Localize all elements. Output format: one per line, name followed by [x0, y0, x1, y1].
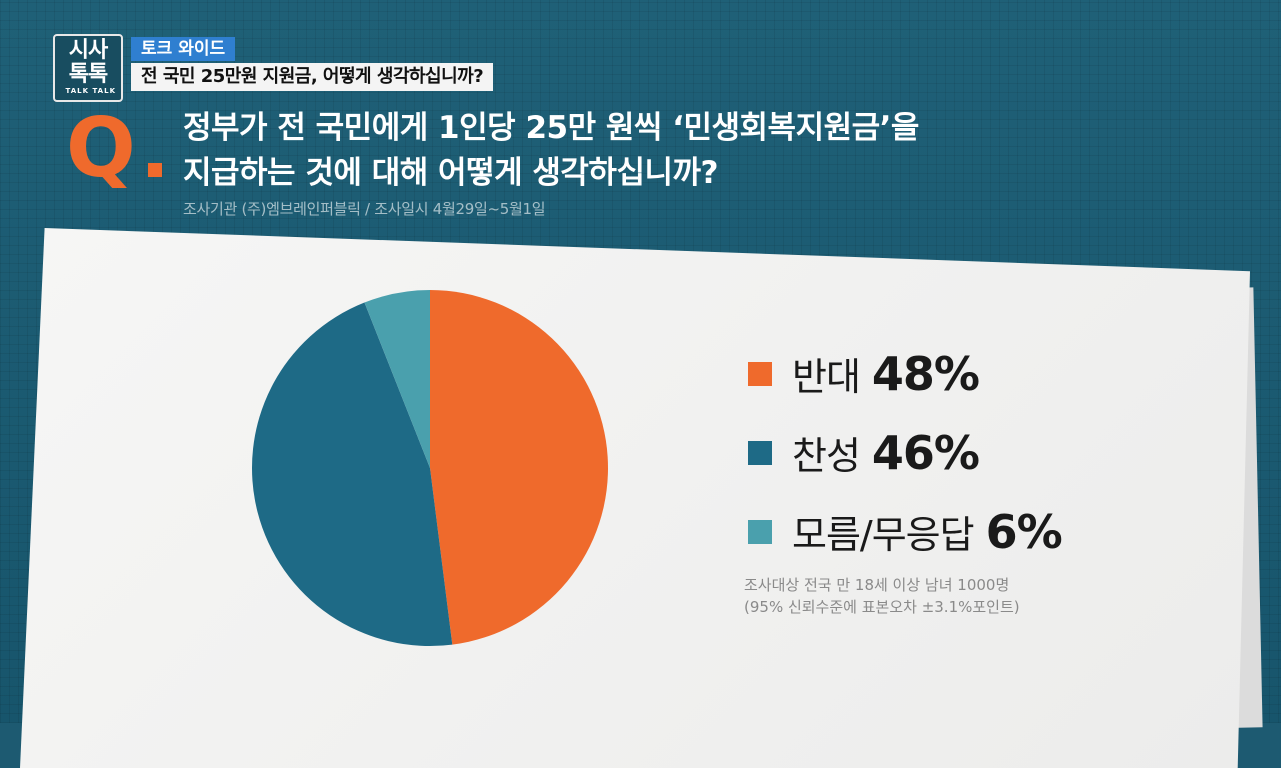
- pie-chart: [252, 290, 608, 646]
- legend-item-2: 찬성 46%: [748, 413, 1062, 492]
- legend-item-3: 모름/무응답 6%: [748, 492, 1063, 571]
- logo-line1: 시사: [68, 38, 108, 63]
- paper-card: [20, 228, 1250, 768]
- survey-notes: 조사대상 전국 만 18세 이상 남녀 1000명 (95% 신뢰수준에 표본오…: [744, 574, 1020, 618]
- question-line1: 정부가 전 국민에게 1인당 25만 원씩 ‘민생회복지원금’을: [183, 110, 919, 146]
- question-dot: [148, 163, 162, 177]
- logo-line3: TALK TALK: [65, 87, 116, 95]
- legend-value: 6%: [985, 504, 1063, 559]
- legend-label: 모름/무응답: [792, 513, 975, 557]
- segment-tag: 토크 와이드: [131, 37, 236, 61]
- legend-value: 46%: [871, 425, 980, 480]
- pie-slice-2: [252, 302, 453, 646]
- program-logo: 시사 톡톡 TALK TALK: [53, 34, 123, 102]
- question-mark-letter: Q: [66, 101, 136, 196]
- legend-swatch: [748, 440, 772, 465]
- chart-legend: 반대 48% 찬성 46% 모름/무응답 6%: [748, 334, 1063, 571]
- legend-value: 48%: [871, 346, 980, 401]
- legend-label: 반대: [792, 355, 861, 399]
- survey-source: 조사기관 (주)엠브레인퍼블릭 / 조사일시 4월29일~5월1일: [183, 200, 546, 218]
- legend-item-1: 반대 48%: [748, 334, 1062, 413]
- question-line2: 지급하는 것에 대해 어떻게 생각하십니까?: [183, 155, 718, 191]
- logo-line2: 톡톡: [68, 62, 108, 87]
- pie-slice-3: [364, 290, 430, 468]
- legend-swatch: [748, 361, 772, 386]
- legend-swatch: [748, 519, 772, 544]
- survey-question: 정부가 전 국민에게 1인당 25만 원씩 ‘민생회복지원금’을 지급하는 것에…: [183, 106, 919, 196]
- headline-caption: 전 국민 25만원 지원금, 어떻게 생각하십니까?: [131, 63, 494, 91]
- notes-line2: (95% 신뢰수준에 표본오차 ±3.1%포인트): [744, 598, 1020, 616]
- notes-line1: 조사대상 전국 만 18세 이상 남녀 1000명: [744, 576, 1010, 594]
- pie-slice-1: [430, 290, 608, 645]
- legend-label: 찬성: [792, 434, 861, 478]
